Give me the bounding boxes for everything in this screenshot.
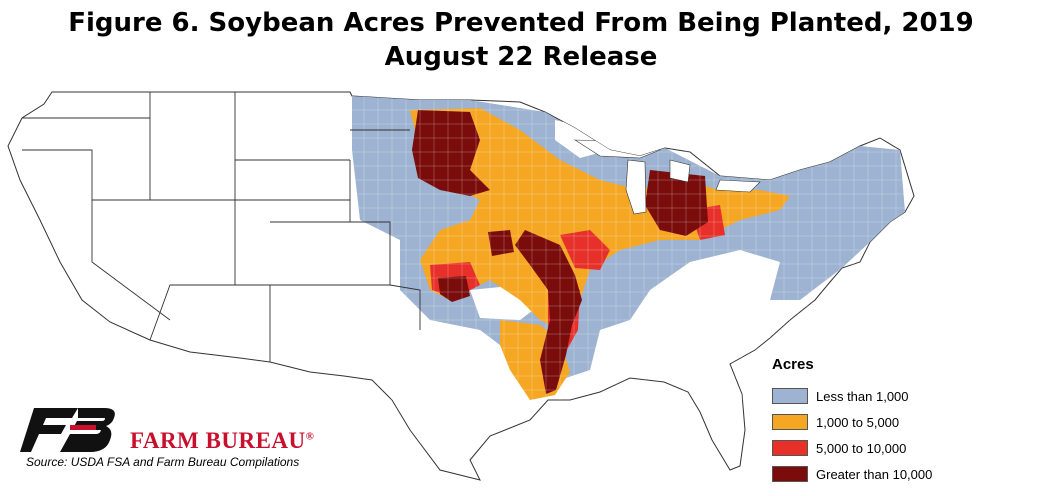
legend-item-5000-to-10000: 5,000 to 10,000 — [772, 439, 1002, 457]
legend-item-less-than-1000: Less than 1,000 — [772, 387, 1002, 405]
brand-name: FARM BUREAU — [130, 428, 306, 453]
legend-label: Less than 1,000 — [816, 388, 909, 404]
source-note: Source: USDA FSA and Farm Bureau Compila… — [26, 455, 300, 469]
map-title-line2: August 22 Release — [384, 42, 658, 72]
farm-bureau-wordmark: FARM BUREAU® — [130, 428, 314, 454]
legend-item-1000-to-5000: 1,000 to 5,000 — [772, 413, 1002, 431]
map-title-line1: Figure 6. Soybean Acres Prevented From B… — [68, 8, 974, 38]
legend-item-greater-than-10000: Greater than 10,000 — [772, 465, 1002, 483]
legend-title: Acres — [772, 356, 814, 373]
farm-bureau-logo-icon — [20, 408, 115, 452]
map-title: Figure 6. Soybean Acres Prevented From B… — [0, 6, 1042, 74]
region-gap-appalachia — [650, 250, 780, 330]
region-darkred-ohio-indiana — [645, 170, 708, 236]
legend-swatch — [772, 466, 808, 482]
state-boundaries — [22, 92, 421, 362]
legend-swatch — [772, 388, 808, 404]
legend-swatch — [772, 414, 808, 430]
legend-label: 5,000 to 10,000 — [816, 440, 907, 456]
legend-swatch — [772, 440, 808, 456]
region-orange-corn-belt — [410, 108, 790, 330]
brand-mark: ® — [305, 430, 315, 443]
legend-label: 1,000 to 5,000 — [816, 414, 900, 430]
region-darkred-mississippi — [515, 230, 582, 394]
legend-label: Greater than 10,000 — [816, 466, 933, 482]
region-darkred-dakotas — [412, 110, 490, 196]
legend: Acres Less than 1,000 1,000 to 5,000 5,0… — [772, 356, 1002, 491]
region-darkred-iowa — [488, 230, 514, 256]
great-lakes — [573, 139, 761, 215]
